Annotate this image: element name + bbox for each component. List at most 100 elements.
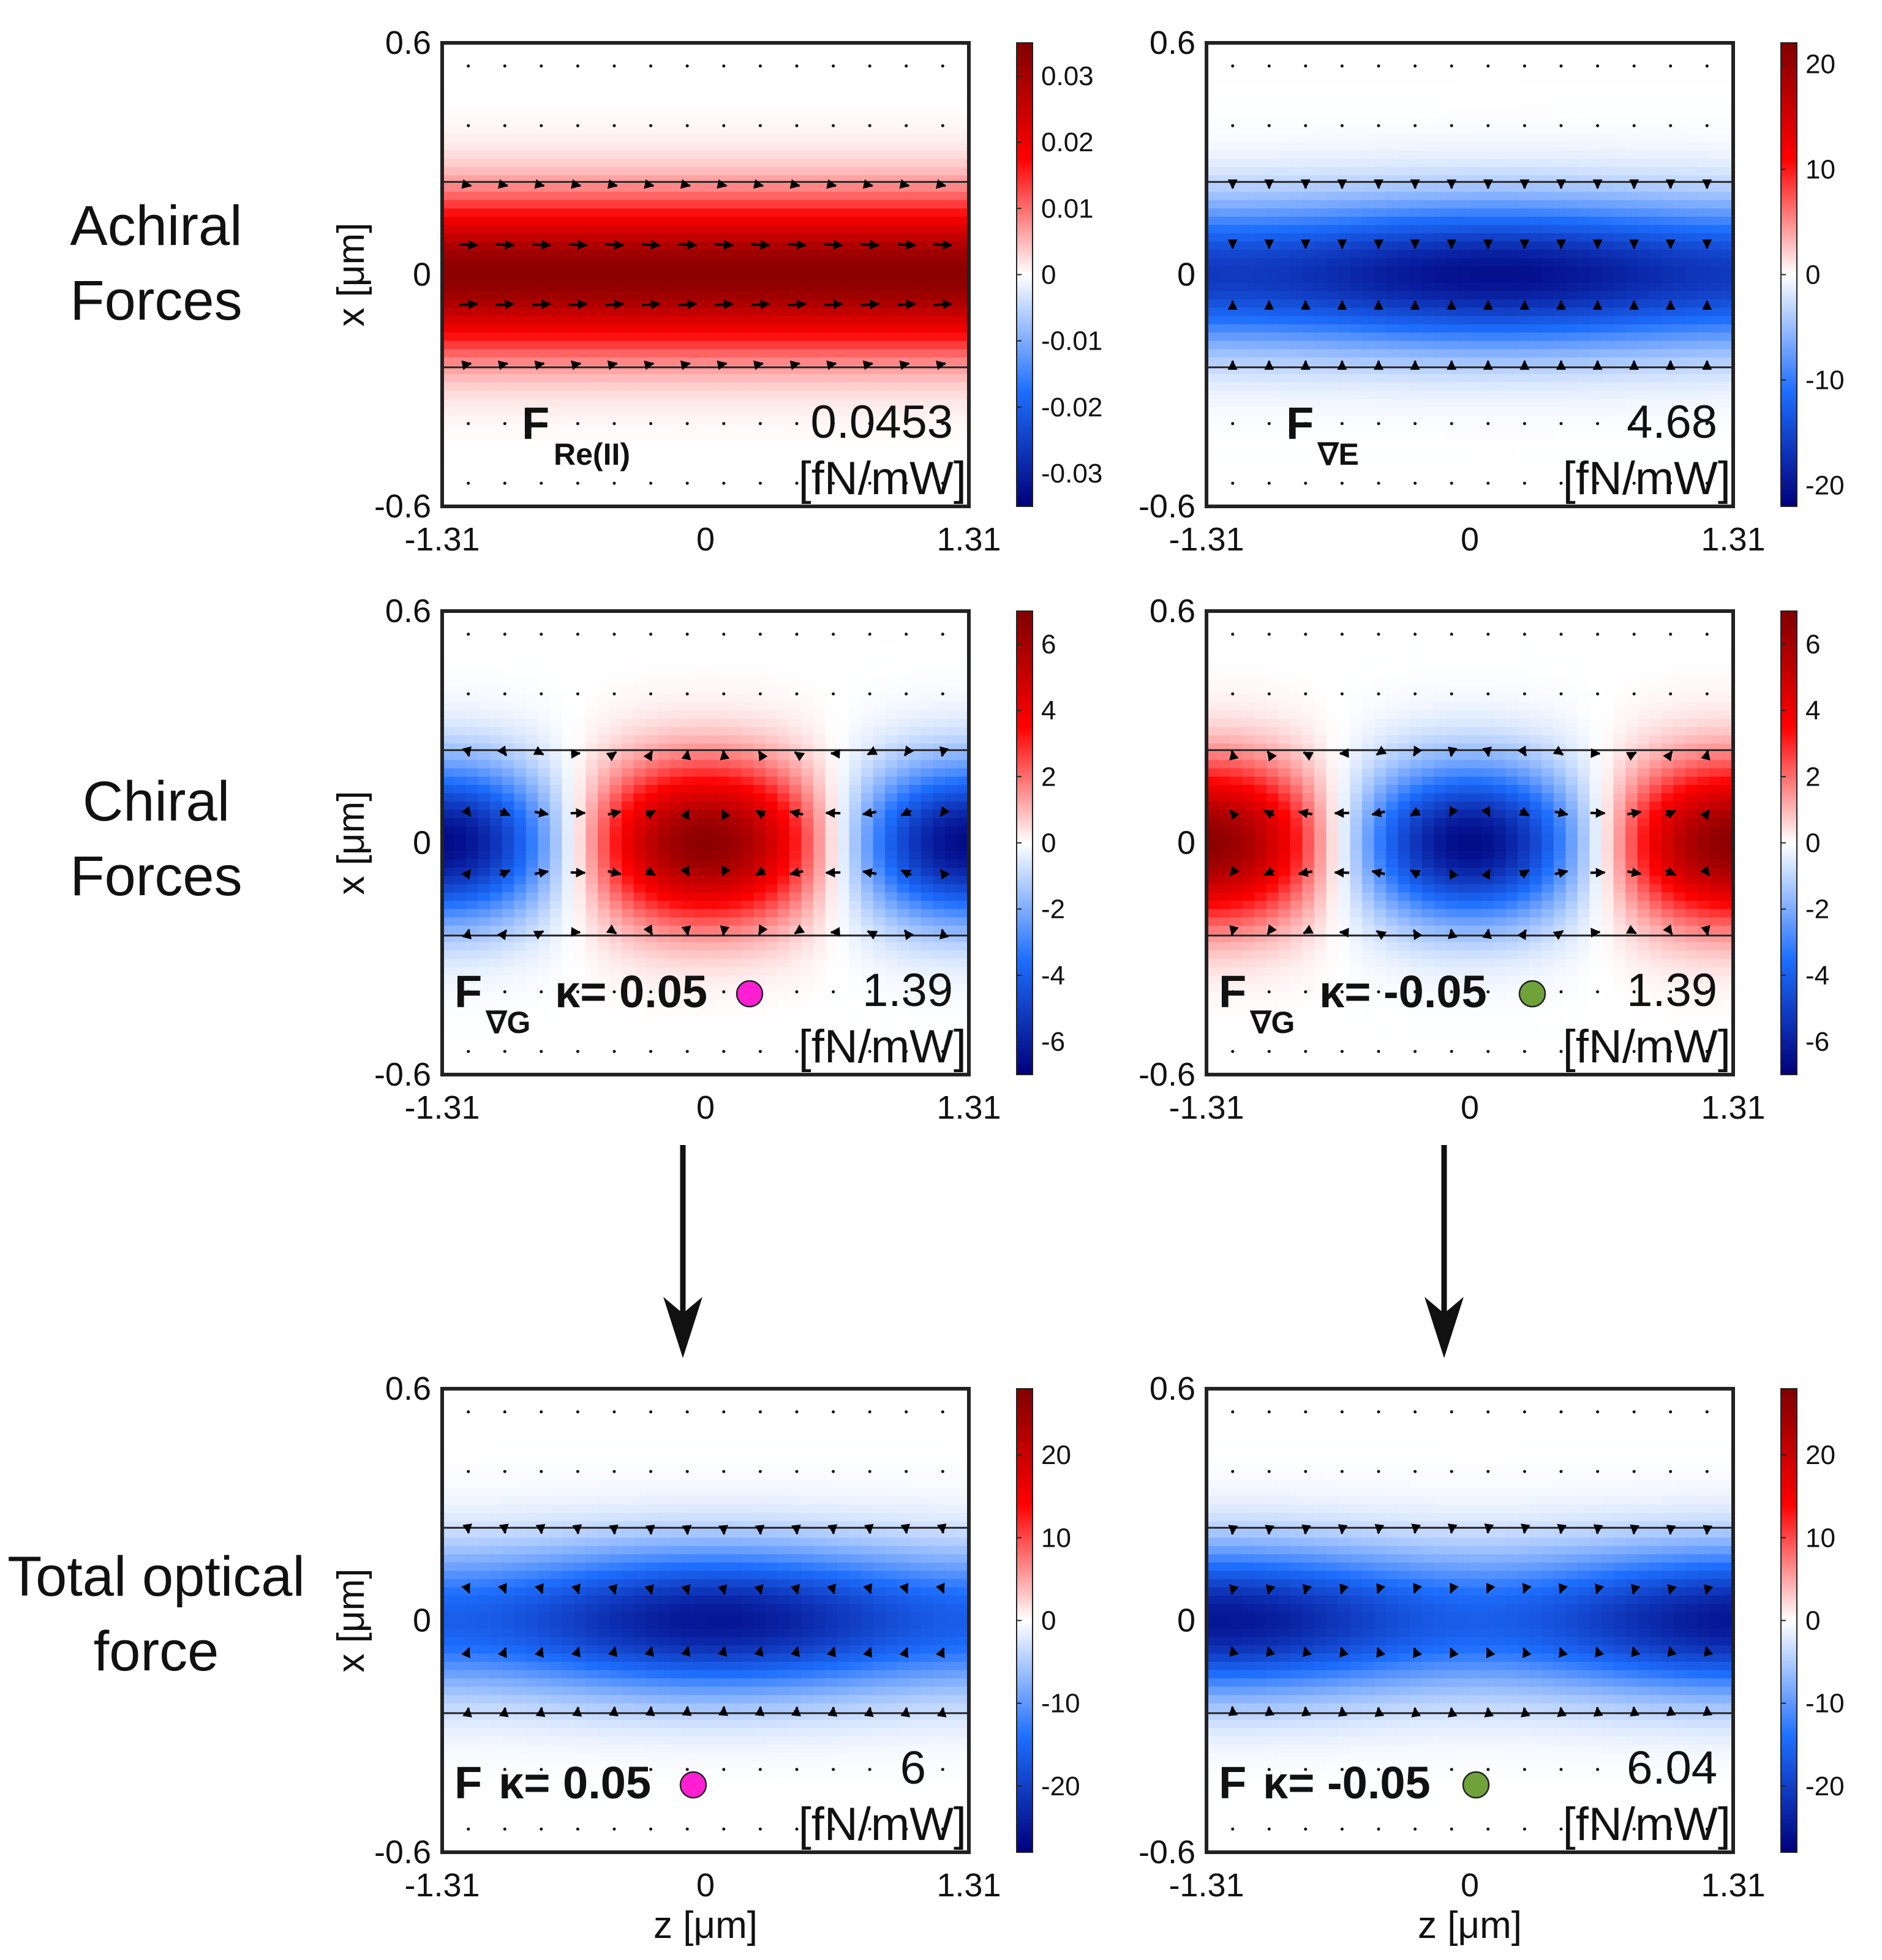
- heatmap-cell: [753, 456, 766, 466]
- heatmap-cell: [525, 200, 539, 209]
- heatmap-cell: [1326, 407, 1339, 416]
- heatmap-cell: [753, 133, 766, 143]
- heatmap-cell: [454, 233, 467, 242]
- heatmap-cell: [454, 382, 467, 391]
- heatmap-cell: [502, 67, 514, 77]
- heatmap-cell: [706, 43, 718, 52]
- colorbar-tick-label: 0.02: [1041, 127, 1094, 157]
- heatmap-cell: [1661, 192, 1674, 201]
- heatmap-cell: [897, 133, 909, 143]
- heatmap-cell: [693, 233, 706, 242]
- heatmap-cell: [1577, 249, 1590, 259]
- heatmap-cell: [825, 216, 838, 226]
- heatmap-cell: [837, 208, 850, 217]
- heatmap-cell: [813, 109, 826, 118]
- heatmap-cell: [514, 216, 527, 226]
- heatmap-cell: [574, 490, 587, 499]
- heatmap-cell: [1625, 357, 1638, 366]
- heatmap-cell: [525, 192, 539, 201]
- heatmap-cell: [706, 473, 718, 482]
- heatmap-cell: [1577, 423, 1590, 433]
- heatmap-cell: [622, 92, 634, 102]
- heatmap-cell: [1278, 109, 1291, 118]
- heatmap-cell: [1302, 133, 1315, 143]
- heatmap-cell: [1661, 258, 1674, 267]
- heatmap-cell: [741, 208, 754, 217]
- heatmap-cell: [1242, 473, 1255, 482]
- heatmap-cell: [525, 382, 539, 391]
- heatmap-cell: [1445, 465, 1459, 474]
- heatmap-cell: [490, 76, 503, 85]
- heatmap-cell: [1362, 307, 1375, 317]
- heatmap-cell: [585, 299, 598, 309]
- heatmap-cell: [1242, 291, 1255, 300]
- heatmap-cell: [1206, 440, 1219, 449]
- heatmap-cell: [574, 233, 587, 242]
- heatmap-cell: [525, 490, 539, 499]
- heatmap-cell: [1338, 208, 1351, 217]
- heatmap-cell: [1649, 283, 1662, 292]
- heatmap-cell: [454, 133, 467, 143]
- heatmap-cell: [466, 167, 479, 176]
- heatmap-cell: [1302, 192, 1315, 201]
- heatmap-cell: [753, 208, 766, 217]
- heatmap-cell: [1386, 117, 1399, 126]
- heatmap-cell: [909, 249, 922, 259]
- heatmap-cell: [765, 481, 778, 490]
- heatmap-cell: [1505, 117, 1518, 126]
- heatmap-cell: [478, 283, 491, 292]
- heatmap-cell: [1613, 241, 1626, 250]
- heatmap-cell: [1302, 249, 1315, 259]
- heatmap-cell: [633, 274, 646, 283]
- heatmap-cell: [933, 233, 946, 242]
- heatmap-cell: [1290, 92, 1303, 102]
- heatmap-cell: [897, 84, 909, 93]
- heatmap-cell: [1206, 490, 1219, 499]
- heatmap-cell: [598, 465, 611, 474]
- heatmap-cell: [669, 399, 682, 408]
- heatmap-cell: [1386, 340, 1399, 350]
- colorbar-tick-label: -0.02: [1041, 392, 1102, 422]
- heatmap-cell: [609, 456, 622, 466]
- heatmap-cell: [885, 76, 898, 85]
- heatmap-cell: [1302, 225, 1315, 234]
- heatmap-cell: [837, 59, 850, 69]
- heatmap-cell: [801, 332, 814, 342]
- heatmap-cell: [706, 150, 718, 159]
- heatmap-cell: [1637, 299, 1650, 309]
- heatmap-cell: [1302, 490, 1315, 499]
- heatmap-cell: [920, 225, 934, 234]
- heatmap-cell: [574, 109, 587, 118]
- heatmap-cell: [1398, 84, 1410, 93]
- heatmap-cell: [681, 316, 694, 325]
- heatmap-cell: [1410, 465, 1423, 474]
- heatmap-cell: [873, 92, 886, 102]
- heatmap-cell: [1589, 241, 1602, 250]
- force-label: F: [522, 398, 549, 449]
- heatmap-cell: [1529, 233, 1542, 242]
- heatmap-cell: [789, 133, 802, 143]
- heatmap-cell: [944, 192, 958, 201]
- heatmap-cell: [729, 233, 742, 242]
- heatmap-cell: [609, 100, 622, 110]
- heatmap-cell: [1338, 150, 1351, 159]
- heatmap-cell: [1421, 183, 1435, 193]
- heatmap-cell: [1494, 192, 1507, 201]
- heatmap-cell: [1230, 448, 1243, 457]
- heatmap-cell: [669, 324, 682, 333]
- heatmap-cell: [1494, 490, 1507, 499]
- heatmap-cell: [1314, 109, 1327, 118]
- heatmap-cell: [717, 133, 730, 143]
- heatmap-cell: [1529, 324, 1542, 333]
- heatmap-cell: [585, 316, 598, 325]
- heatmap-cell: [693, 150, 706, 159]
- heatmap-cell: [1697, 332, 1710, 342]
- heatmap-cell: [1302, 51, 1315, 60]
- heatmap-cell: [1421, 67, 1435, 77]
- heatmap-cell: [765, 349, 778, 358]
- heatmap-cell: [466, 208, 479, 217]
- heatmap-cell: [1481, 92, 1494, 102]
- heatmap-cell: [1230, 316, 1243, 325]
- heatmap-cell: [1386, 100, 1399, 110]
- heatmap-cell: [1266, 374, 1279, 383]
